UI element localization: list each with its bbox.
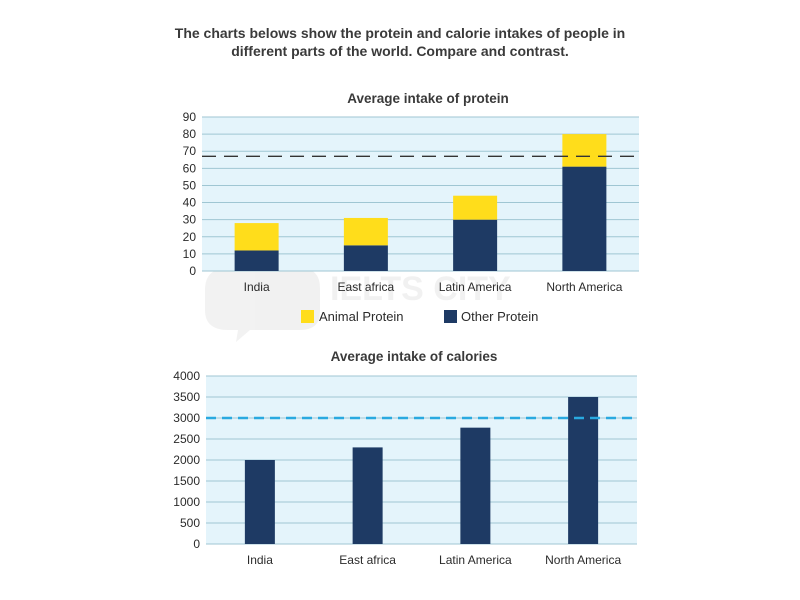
protein-chart-title: Average intake of protein: [347, 91, 509, 106]
watermark-logo-icon: [205, 268, 320, 342]
protein-category-label: India: [244, 280, 270, 294]
calorie-bar-east-africa: [352, 447, 383, 544]
calorie-y-tick-label: 3000: [173, 411, 200, 425]
protein-y-tick-label: 30: [183, 213, 197, 227]
legend-swatch-other-protein: [444, 310, 457, 323]
calorie-category-label: North America: [545, 553, 621, 567]
protein-category-labels: India East africa Latin America North Ameri…: [244, 280, 623, 294]
chart-heading: The charts belows show the protein and c…: [0, 24, 800, 60]
protein-y-tick-label: 90: [183, 110, 197, 124]
protein-category-label: East africa: [338, 280, 395, 294]
heading-line-1: The charts belows show the protein and c…: [174, 25, 626, 41]
heading-line-2: different parts of the world. Compare an…: [231, 43, 569, 59]
calorie-y-tick-label: 0: [193, 537, 200, 551]
protein-bar-other-india: [234, 250, 279, 271]
calorie-y-tick-label: 1000: [173, 495, 200, 509]
calorie-category-label: Latin America: [439, 553, 512, 567]
protein-bar-other-north-america: [562, 166, 607, 271]
calorie-bars: [244, 397, 599, 544]
protein-bars: [234, 134, 607, 271]
legend-label-animal-protein: Animal Protein: [319, 309, 404, 324]
watermark-text: IELTS CITY: [330, 270, 511, 308]
protein-y-tick-label: 80: [183, 127, 197, 141]
calorie-category-label: India: [247, 553, 273, 567]
protein-bar-animal-east-africa: [343, 217, 388, 246]
calorie-y-tick-label: 4000: [173, 369, 200, 383]
calorie-y-tick-label: 1500: [173, 474, 200, 488]
calorie-category-labels: India East africa Latin America North Ameri…: [247, 553, 622, 567]
calorie-chart: Average intake of calories 0 500 1000 1500 2…: [173, 349, 637, 567]
protein-chart: Average intake of protein 0 10 20 30 40 50 60 7…: [183, 91, 639, 324]
calorie-chart-title: Average intake of calories: [331, 349, 498, 364]
calorie-bar-north-america: [568, 397, 599, 544]
calorie-y-tick-label: 2500: [173, 432, 200, 446]
protein-y-ticks: 0 10 20 30 40 50 60 70 80 90: [183, 110, 197, 278]
protein-y-tick-label: 0: [189, 264, 196, 278]
calorie-category-label: East africa: [339, 553, 396, 567]
protein-legend: Animal Protein Other Protein: [301, 309, 538, 324]
calorie-y-tick-label: 2000: [173, 453, 200, 467]
protein-category-label: North America: [546, 280, 622, 294]
calorie-bar-india: [244, 460, 275, 544]
calorie-y-ticks: 0 500 1000 1500 2000 2500 3000 3500 4000: [173, 369, 200, 551]
watermark: IELTS CITY: [205, 268, 511, 342]
protein-bar-animal-north-america: [562, 134, 607, 167]
protein-y-tick-label: 10: [183, 247, 197, 261]
protein-y-tick-label: 50: [183, 178, 197, 192]
legend-swatch-animal-protein: [301, 310, 314, 323]
protein-y-tick-label: 60: [183, 161, 197, 175]
calorie-y-tick-label: 3500: [173, 390, 200, 404]
legend-label-other-protein: Other Protein: [461, 309, 538, 324]
protein-bar-other-east-africa: [343, 245, 388, 271]
protein-bar-animal-latin-america: [453, 195, 498, 220]
protein-category-label: Latin America: [439, 280, 512, 294]
protein-y-tick-label: 70: [183, 144, 197, 158]
protein-bar-other-latin-america: [453, 219, 498, 271]
protein-bar-animal-india: [234, 223, 279, 251]
protein-y-tick-label: 40: [183, 196, 197, 210]
calorie-bar-latin-america: [460, 427, 491, 544]
calorie-y-tick-label: 500: [180, 516, 200, 530]
protein-y-tick-label: 20: [183, 230, 197, 244]
